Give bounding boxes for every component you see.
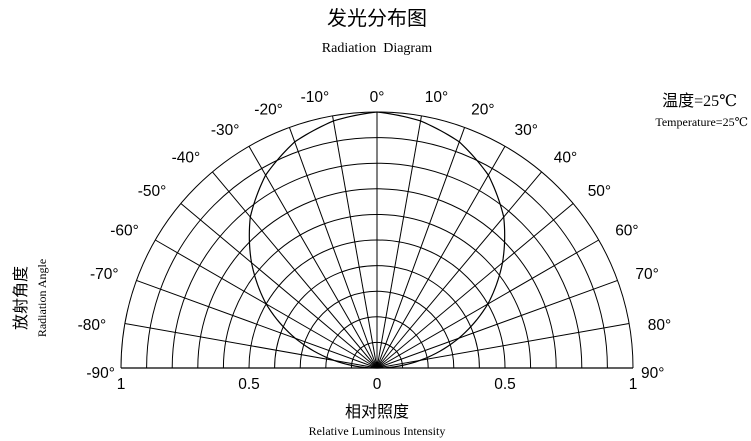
angle-tick-label: -90°: [86, 365, 115, 382]
radial-tick-label: 1: [117, 376, 126, 393]
angle-grid-spoke: [376, 203, 574, 369]
angle-tick-label: -20°: [254, 102, 283, 119]
xlabel-cn: 相对照度: [345, 403, 409, 421]
angle-tick-label: 80°: [648, 317, 671, 334]
angle-grid: [121, 112, 633, 369]
ylabel-cn: 放射角度: [12, 266, 30, 330]
angle-grid-spoke: [376, 127, 466, 369]
angle-tick-label: -10°: [301, 89, 330, 106]
radial-tick-label: 0: [373, 376, 382, 393]
ylabel-en: Radiation Angle: [35, 259, 49, 337]
angle-grid-spoke: [248, 146, 378, 369]
series-layer: [248, 111, 506, 369]
angle-grid-spoke: [136, 279, 378, 369]
angle-tick-labels: -90° -80° -70° -60° -50° -40° -30° -20° -10° 0° 10…: [78, 89, 672, 382]
angle-grid-spoke: [212, 171, 378, 369]
angle-tick-label: 40°: [554, 149, 577, 166]
angle-tick-label: 10°: [425, 89, 448, 106]
angle-grid-spoke: [332, 115, 378, 369]
angle-grid-spoke: [180, 203, 378, 369]
angle-tick-label: 60°: [615, 223, 638, 240]
chart-title-en: Radiation Diagram: [322, 41, 433, 56]
angle-grid-spoke: [376, 115, 422, 369]
radial-tick-label: 0.5: [494, 376, 516, 393]
angle-tick-label: 70°: [635, 266, 658, 283]
angle-tick-label: 30°: [515, 122, 538, 139]
angle-tick-label: -80°: [78, 317, 107, 334]
xlabel-en: Relative Luminous Intensity: [309, 424, 446, 438]
angle-grid-spoke: [376, 171, 542, 369]
temperature-label-en: Temperature=25℃: [655, 115, 748, 129]
angle-tick-label: -60°: [110, 223, 139, 240]
angle-grid-spoke: [376, 279, 618, 369]
angle-tick-label: -50°: [138, 183, 167, 200]
angle-grid-spoke: [376, 146, 506, 369]
angle-tick-label: -70°: [90, 266, 119, 283]
angle-tick-label: -30°: [211, 122, 240, 139]
radial-tick-labels: 1 0.5 0 0.5 1: [117, 376, 638, 393]
temperature-label-cn: 温度=25℃: [662, 92, 737, 110]
angle-tick-label: 50°: [588, 183, 611, 200]
angle-tick-label: 90°: [641, 365, 664, 382]
angle-tick-label: 20°: [471, 102, 494, 119]
radial-tick-label: 1: [629, 376, 638, 393]
angle-tick-label: -40°: [172, 149, 201, 166]
radial-tick-label: 0.5: [238, 376, 260, 393]
chart-title-cn: 发光分布图: [327, 7, 427, 30]
angle-tick-label: 0°: [370, 89, 385, 106]
series-line: [248, 111, 506, 369]
angle-grid-spoke: [288, 127, 378, 369]
